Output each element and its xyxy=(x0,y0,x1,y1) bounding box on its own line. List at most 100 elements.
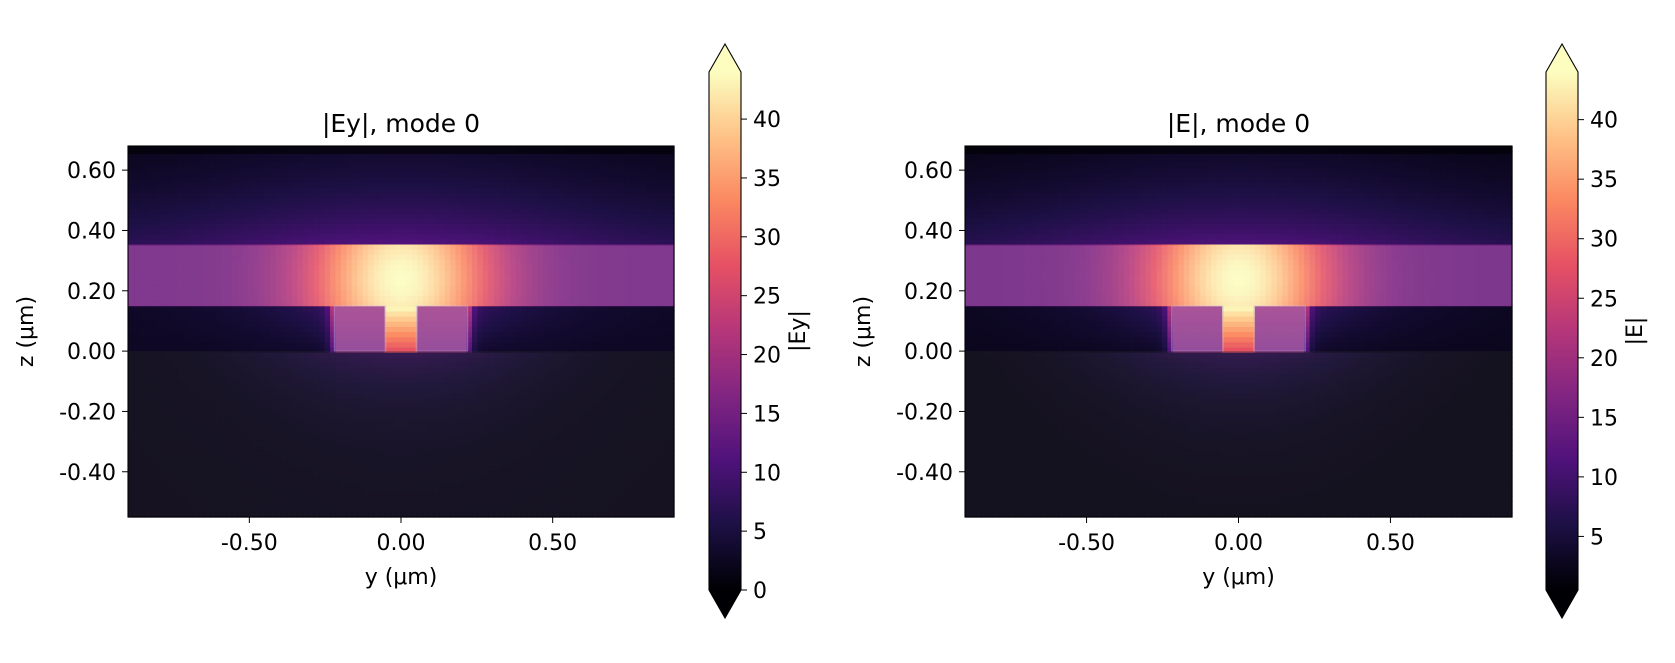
heatmap-cell xyxy=(592,460,599,467)
heatmap-cell xyxy=(171,480,178,487)
heatmap-cell xyxy=(504,336,511,343)
heatmap-cell xyxy=(302,429,309,436)
heatmap-cell xyxy=(641,403,648,410)
heatmap-cell xyxy=(357,496,364,503)
heatmap-cell xyxy=(248,408,255,415)
heatmap-cell xyxy=(581,408,588,415)
heatmap-cell xyxy=(630,413,637,420)
heatmap-cell xyxy=(619,331,626,338)
heatmap-cell xyxy=(542,331,550,338)
heatmap-cell xyxy=(646,321,653,327)
heatmap-cell xyxy=(411,450,418,456)
heatmap-cell xyxy=(646,424,653,430)
heatmap-cell xyxy=(209,475,216,482)
heatmap-cell xyxy=(603,511,610,518)
heatmap-cell xyxy=(603,398,610,405)
heatmap-cell xyxy=(269,408,277,415)
heatmap-cell xyxy=(379,413,386,420)
heatmap-cell xyxy=(477,341,484,348)
heatmap-cell xyxy=(319,388,326,394)
heatmap-cell xyxy=(155,377,162,384)
heatmap-cell xyxy=(559,470,566,477)
heatmap-cell xyxy=(450,511,457,518)
heatmap-cell xyxy=(635,310,642,317)
heatmap-cell xyxy=(444,439,451,446)
heatmap-cell xyxy=(663,393,670,400)
heatmap-cell xyxy=(166,388,173,394)
heatmap-cell xyxy=(335,480,342,487)
heatmap-cell xyxy=(188,480,195,487)
heatmap-cell xyxy=(461,475,468,482)
heatmap-cell xyxy=(559,480,566,487)
heatmap-cell xyxy=(608,450,615,456)
heatmap-cell xyxy=(597,439,604,446)
heatmap-cell xyxy=(395,403,402,410)
heatmap-cell xyxy=(368,398,375,405)
heatmap-cell xyxy=(286,465,293,472)
heatmap-cell xyxy=(559,511,566,518)
heatmap-cell xyxy=(619,305,626,312)
heatmap-cell xyxy=(597,501,604,508)
heatmap-cell xyxy=(313,383,320,389)
heatmap-cell xyxy=(248,506,255,513)
heatmap-cell xyxy=(444,388,451,394)
heatmap-cell xyxy=(155,455,162,461)
heatmap-cell xyxy=(559,393,566,400)
heatmap-cell xyxy=(586,383,593,389)
heatmap-cell xyxy=(379,496,386,503)
heatmap-cell xyxy=(291,408,298,415)
heatmap-cell xyxy=(586,486,593,492)
heatmap-cell xyxy=(608,403,615,410)
heatmap-cell xyxy=(259,398,266,405)
heatmap-cell xyxy=(291,310,298,317)
heatmap-cell xyxy=(286,316,293,322)
heatmap-cell xyxy=(586,408,593,415)
heatmap-cell xyxy=(608,408,615,415)
heatmap-cell xyxy=(198,450,206,456)
heatmap-cell xyxy=(553,336,560,343)
heatmap-cell xyxy=(450,491,457,497)
heatmap-cell xyxy=(182,326,189,333)
heatmap-cell xyxy=(515,424,522,430)
heatmap-cell xyxy=(515,455,522,461)
heatmap-cell xyxy=(166,398,173,405)
heatmap-cell xyxy=(559,455,566,461)
heatmap-cell xyxy=(493,403,500,410)
heatmap-cell xyxy=(646,398,653,405)
heatmap-cell xyxy=(198,388,206,394)
heatmap-cell xyxy=(128,321,135,327)
heatmap-cell xyxy=(226,403,233,410)
heatmap-cell xyxy=(471,316,479,322)
heatmap-cell xyxy=(630,439,637,446)
heatmap-cell xyxy=(515,393,522,400)
heatmap-cell xyxy=(499,506,506,513)
heatmap-cell xyxy=(542,491,550,497)
heatmap-cell xyxy=(177,460,184,467)
heatmap-cell xyxy=(608,475,615,482)
heatmap-cell xyxy=(461,470,468,477)
heatmap-cell xyxy=(280,398,287,405)
heatmap-cell xyxy=(401,470,408,477)
heatmap-cell xyxy=(346,429,353,436)
heatmap-cell xyxy=(275,455,282,461)
heatmap-cell xyxy=(215,511,222,518)
heatmap-cell xyxy=(160,480,167,487)
heatmap-cell xyxy=(575,305,582,312)
heatmap-cell xyxy=(482,341,489,348)
heatmap-cell xyxy=(346,419,353,425)
heatmap-cell xyxy=(215,383,222,389)
heatmap-cell xyxy=(477,450,484,456)
heatmap-cell xyxy=(564,383,571,389)
heatmap-cell xyxy=(646,470,653,477)
heatmap-cell xyxy=(302,455,309,461)
heatmap-cell xyxy=(335,439,342,446)
heatmap-cell xyxy=(455,491,462,497)
heatmap-cell xyxy=(575,486,582,492)
heatmap-cell xyxy=(204,470,211,477)
heatmap-cell xyxy=(635,413,642,420)
heatmap-cell xyxy=(532,486,539,492)
heatmap-cell xyxy=(248,383,255,389)
heatmap-cell xyxy=(319,419,326,425)
heatmap-cell xyxy=(624,398,631,405)
heatmap-cell xyxy=(411,383,418,389)
